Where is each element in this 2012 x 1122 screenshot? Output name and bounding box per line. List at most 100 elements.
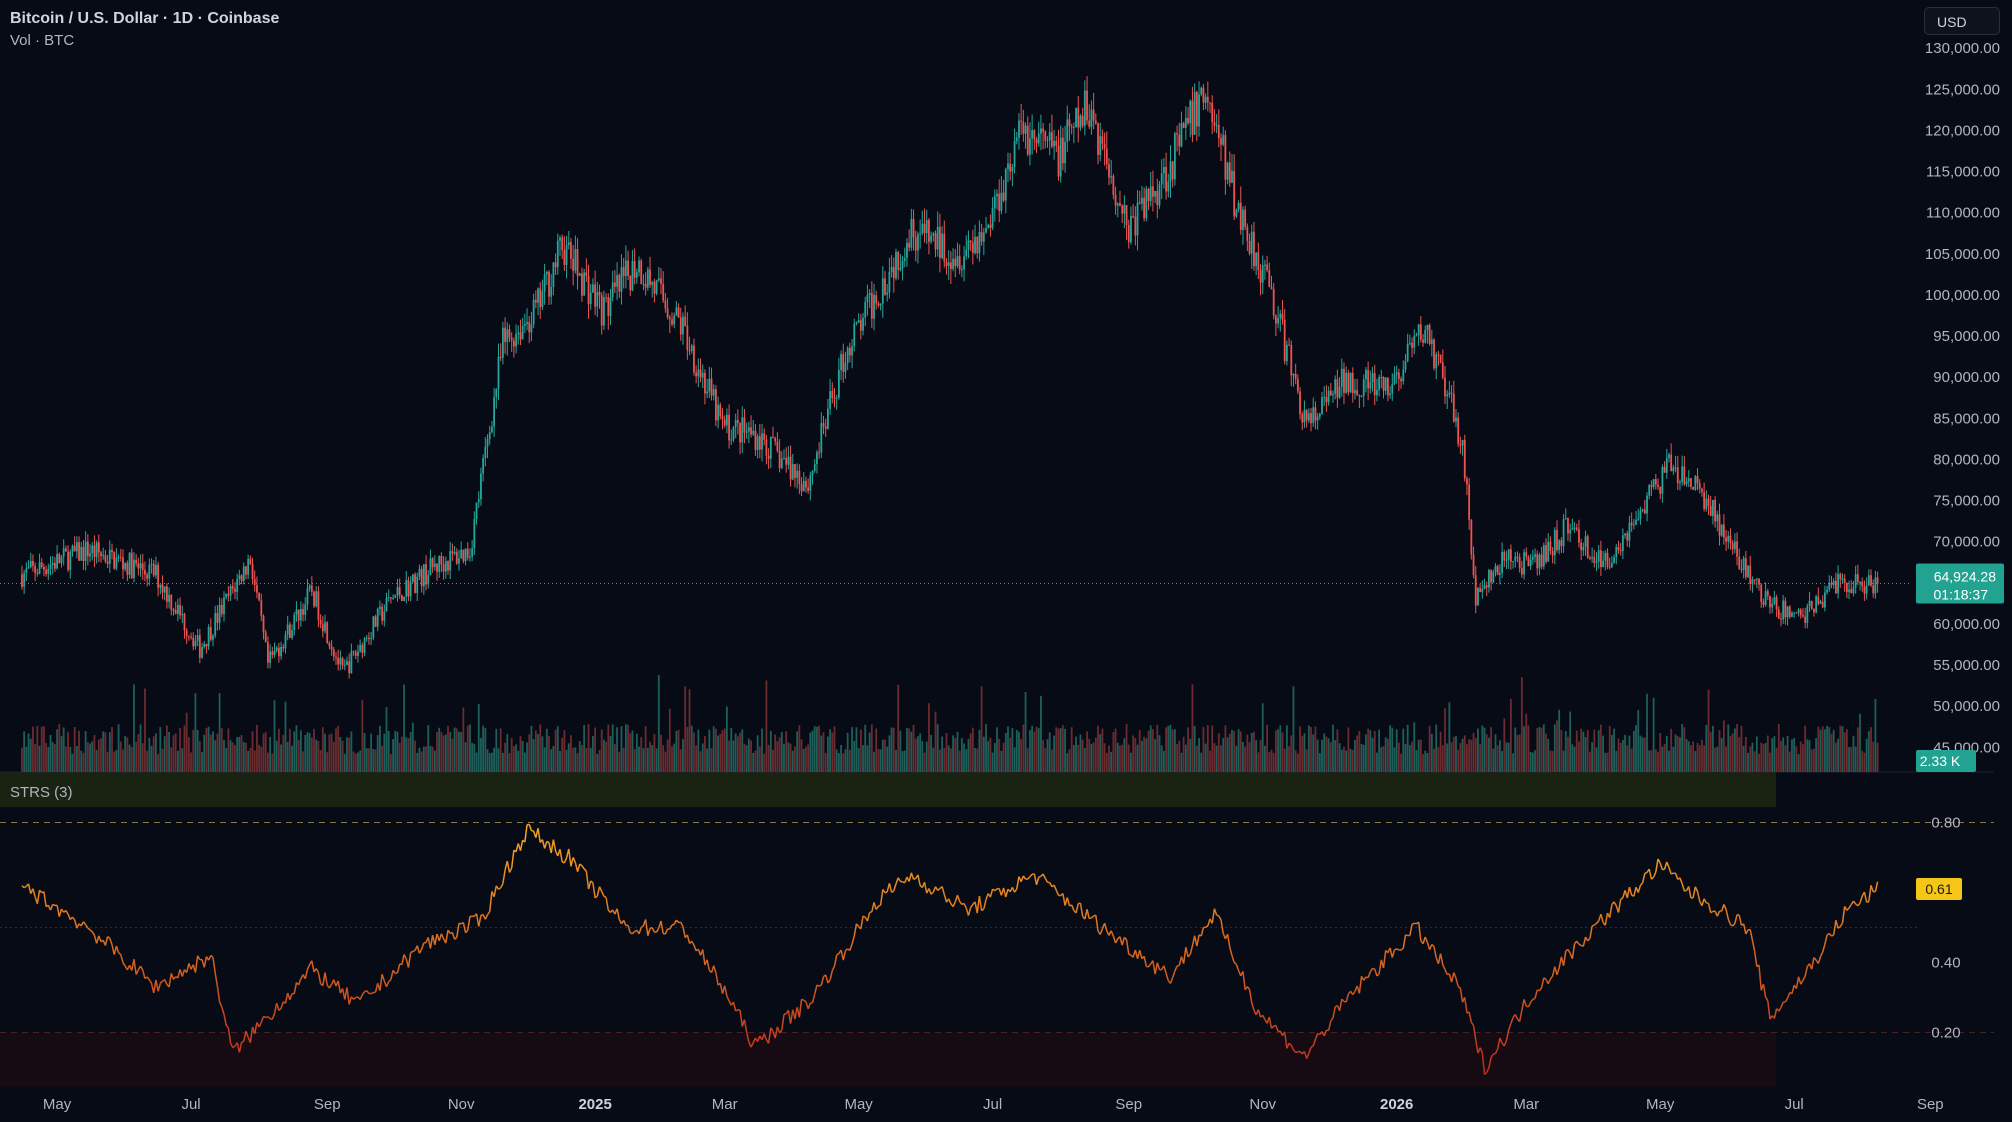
candle-body: [1856, 574, 1859, 583]
candle-body: [956, 256, 959, 267]
candle-body: [1591, 557, 1594, 559]
volume-bar: [1848, 747, 1850, 772]
volume-bar: [1072, 744, 1075, 772]
candle-body: [587, 275, 590, 305]
volume-bar: [1826, 725, 1829, 772]
volume-bar: [1683, 727, 1686, 772]
strs-segment: [882, 889, 886, 894]
volume-bar: [837, 753, 840, 772]
strs-segment: [1666, 861, 1670, 868]
candle-body: [1433, 339, 1435, 369]
volume-bar: [622, 747, 625, 772]
currency-button[interactable]: USD: [1924, 7, 2000, 35]
candle-body: [1365, 369, 1367, 380]
candle-body: [646, 269, 649, 288]
strs-segment: [1143, 956, 1148, 967]
candle-body: [1729, 535, 1732, 544]
candle-body: [1810, 600, 1813, 609]
price-axis: 130,000.00125,000.00120,000.00115,000.00…: [1925, 40, 2000, 756]
candle-body: [719, 404, 722, 417]
strs-segment: [963, 903, 967, 909]
candle-body: [240, 575, 243, 582]
candle-body: [657, 278, 660, 281]
strs-segment: [1262, 1014, 1266, 1020]
candle-body: [523, 324, 526, 326]
strs-segment: [510, 850, 515, 869]
candle-body: [1663, 466, 1666, 473]
volume-bar: [631, 730, 634, 772]
volume-bar: [1430, 733, 1433, 772]
strs-segment: [829, 970, 834, 981]
candle-body: [824, 426, 827, 429]
volume-bar: [194, 693, 197, 772]
volume-bar: [1099, 734, 1102, 772]
candle-body: [1051, 132, 1053, 147]
volume-bar: [1123, 738, 1126, 772]
volume-bar: [763, 753, 766, 772]
volume-bar: [1687, 741, 1690, 772]
volume-bar: [982, 736, 985, 772]
volume-bar: [794, 746, 796, 772]
candle-body: [1173, 133, 1176, 180]
candle-body: [440, 556, 443, 565]
volume-bar: [1393, 747, 1396, 772]
strs-segment: [1591, 924, 1595, 927]
volume-bar: [756, 735, 759, 772]
volume-bar: [881, 739, 884, 772]
volume-bar: [1604, 752, 1607, 772]
candle-body: [1542, 545, 1545, 567]
volume-bar: [1797, 753, 1800, 772]
candle-body: [62, 548, 65, 557]
candle-body: [1419, 324, 1422, 340]
volume-bar: [1637, 710, 1640, 772]
volume-bars: [21, 674, 1879, 772]
volume-bar: [1365, 734, 1367, 772]
strs-segment: [686, 934, 691, 944]
volume-bar: [288, 728, 291, 772]
volume-badge: [1916, 750, 1976, 772]
strs-segment: [1734, 914, 1738, 924]
volume-bar: [1404, 744, 1407, 772]
volume-bar: [464, 742, 467, 772]
volume-bar: [928, 703, 930, 772]
candle-body: [897, 252, 900, 270]
volume-bar: [1815, 738, 1818, 772]
candle-body: [315, 591, 318, 607]
candle-body: [25, 568, 28, 573]
candle-body: [1766, 591, 1769, 596]
volume-bar: [1463, 735, 1466, 772]
candle-body: [1455, 417, 1457, 422]
candle-body: [1769, 595, 1771, 608]
strs-segment: [1848, 904, 1852, 909]
volume-bar: [223, 739, 225, 772]
candle-body: [1066, 119, 1069, 142]
candle-body: [1683, 466, 1686, 485]
strs-segment: [168, 973, 173, 988]
candle-body: [1323, 397, 1326, 399]
strs-segment: [304, 969, 309, 979]
volume-bar: [328, 734, 331, 772]
candle-body: [1874, 577, 1877, 594]
strs-segment: [1400, 947, 1404, 951]
candle-body: [245, 566, 247, 575]
candle-body: [1845, 582, 1848, 593]
strs-segment: [515, 843, 519, 853]
candle-body: [488, 432, 491, 440]
candle-body: [201, 647, 203, 658]
candle-body: [1290, 344, 1293, 376]
volume-bar: [1051, 749, 1053, 772]
volume-bar: [677, 729, 680, 772]
strs-segment: [1156, 962, 1161, 970]
candle-body: [976, 236, 979, 254]
strs-segment: [680, 921, 684, 927]
volume-bar: [407, 738, 410, 772]
volume-bar: [1766, 735, 1769, 772]
strs-segment: [243, 1030, 247, 1042]
candle-body: [231, 586, 234, 589]
strs-segment: [241, 1040, 245, 1043]
candle-body: [447, 561, 449, 571]
strs-segment: [1220, 919, 1224, 934]
volume-bar: [664, 751, 667, 772]
candle-body: [1474, 575, 1477, 606]
